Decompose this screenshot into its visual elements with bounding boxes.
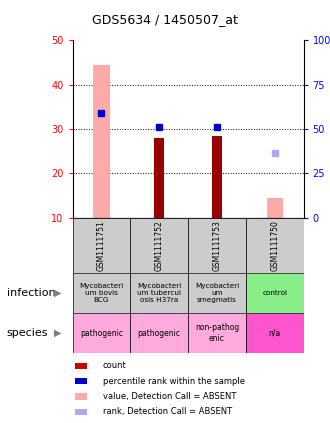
Bar [246, 273, 304, 313]
Bar [246, 218, 304, 273]
Text: count: count [103, 361, 126, 370]
Text: value, Detection Call = ABSENT: value, Detection Call = ABSENT [103, 392, 236, 401]
Bar [267, 198, 283, 218]
Bar [73, 218, 130, 273]
Text: ▶: ▶ [53, 288, 61, 298]
Bar [73, 313, 130, 353]
Bar [154, 138, 164, 218]
Bar [130, 273, 188, 313]
Text: pathogenic: pathogenic [138, 329, 181, 338]
Text: GDS5634 / 1450507_at: GDS5634 / 1450507_at [92, 13, 238, 25]
Text: GSM1111751: GSM1111751 [97, 220, 106, 271]
Bar [73, 273, 130, 313]
Text: GSM1111753: GSM1111753 [213, 220, 221, 271]
Bar [75, 363, 87, 369]
Bar [188, 218, 246, 273]
Text: n/a: n/a [269, 329, 281, 338]
Bar [130, 218, 188, 273]
Text: rank, Detection Call = ABSENT: rank, Detection Call = ABSENT [103, 407, 232, 416]
Bar [212, 136, 222, 218]
Bar [246, 313, 304, 353]
Bar [93, 65, 110, 218]
Text: Mycobacteri
um
smegmatis: Mycobacteri um smegmatis [195, 283, 239, 303]
Bar [188, 273, 246, 313]
Text: GSM1111752: GSM1111752 [155, 220, 164, 271]
Text: infection: infection [7, 288, 55, 298]
Text: Mycobacteri
um tubercul
osis H37ra: Mycobacteri um tubercul osis H37ra [137, 283, 182, 303]
Text: control: control [262, 290, 287, 296]
Text: pathogenic: pathogenic [80, 329, 123, 338]
Text: species: species [7, 328, 48, 338]
Text: percentile rank within the sample: percentile rank within the sample [103, 376, 245, 386]
Bar [188, 313, 246, 353]
Text: non-pathog
enic: non-pathog enic [195, 324, 239, 343]
Text: Mycobacteri
um bovis
BCG: Mycobacteri um bovis BCG [79, 283, 124, 303]
Bar [130, 313, 188, 353]
Bar [75, 393, 87, 400]
Text: ▶: ▶ [53, 328, 61, 338]
Bar [75, 409, 87, 415]
Bar [75, 378, 87, 384]
Text: GSM1111750: GSM1111750 [270, 220, 279, 271]
